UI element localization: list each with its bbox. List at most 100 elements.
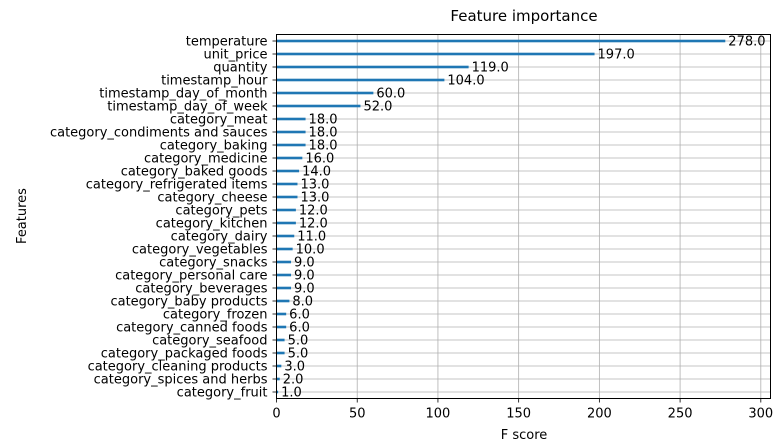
bars: [276, 39, 726, 394]
y-tick-label: timestamp_day_of_week: [107, 100, 268, 115]
bar: [276, 78, 445, 82]
bar: [276, 377, 280, 381]
y-axis-ticks: temperatureunit_pricequantitytimestamp_h…: [50, 35, 277, 401]
bar-value-label: 12.0: [299, 217, 328, 232]
bar: [276, 247, 293, 251]
bar: [276, 143, 306, 147]
bar-value-label: 3.0: [284, 360, 305, 375]
y-tick-label: category_baking: [160, 139, 268, 154]
bar-value-label: 10.0: [296, 243, 325, 258]
bar: [276, 156, 303, 160]
bar: [276, 325, 287, 329]
y-tick-label: category_cleaning products: [88, 360, 268, 375]
bar-value-label: 5.0: [288, 334, 309, 349]
y-tick-label: timestamp_hour: [161, 74, 268, 89]
bar: [276, 299, 290, 303]
bar: [276, 364, 282, 368]
x-tick-label: 50: [349, 407, 366, 422]
bar-value-label: 18.0: [309, 113, 338, 128]
bar-value-label: 13.0: [300, 191, 329, 206]
bar: [276, 312, 287, 316]
bar: [276, 338, 285, 342]
bar: [276, 273, 292, 277]
y-tick-label: category_seafood: [152, 334, 267, 349]
bar: [276, 234, 295, 238]
y-tick-label: unit_price: [203, 48, 267, 63]
y-tick-label: quantity: [213, 61, 268, 76]
bar: [276, 39, 726, 43]
chart-title: Feature importance: [450, 7, 597, 25]
bar-value-label: 11.0: [297, 230, 326, 245]
bar-value-label: 6.0: [289, 321, 310, 336]
value-labels: 278.0197.0119.0104.060.052.018.018.018.0…: [281, 35, 765, 401]
x-tick-label: 200: [587, 407, 612, 422]
x-axis-label: F score: [501, 428, 548, 441]
bar: [276, 91, 374, 95]
bar: [276, 286, 292, 290]
bar: [276, 221, 296, 225]
bar: [276, 104, 361, 108]
y-axis-label: Features: [15, 188, 30, 244]
bar-value-label: 9.0: [294, 269, 315, 284]
y-tick-label: category_baby products: [110, 295, 267, 310]
y-tick-label: category_vegetables: [132, 243, 268, 258]
bar-value-label: 18.0: [309, 139, 338, 154]
x-tick-label: 0: [272, 407, 280, 422]
bar-value-label: 104.0: [447, 74, 484, 89]
plot-area-frame: [276, 34, 771, 399]
y-tick-label: category_dairy: [171, 230, 268, 245]
bar-value-label: 5.0: [288, 347, 309, 362]
y-tick-label: category_spices and herbs: [94, 373, 268, 388]
x-axis-ticks: 0 50 100 150 200 250 300: [272, 398, 773, 422]
y-tick-label: category_fruit: [177, 386, 268, 401]
bar-value-label: 9.0: [294, 282, 315, 297]
bar-value-label: 9.0: [294, 256, 315, 271]
bar: [276, 351, 285, 355]
bar-value-label: 6.0: [289, 308, 310, 323]
y-tick-label: category_refrigerated items: [86, 178, 268, 193]
bar-value-label: 1.0: [281, 386, 302, 401]
y-tick-label: category_kitchen: [156, 217, 268, 232]
bar: [276, 390, 279, 394]
y-tick-label: category_meat: [170, 113, 268, 128]
y-tick-label: category_condiments and sauces: [50, 126, 268, 141]
bar-value-label: 278.0: [728, 35, 765, 50]
y-tick-label: category_frozen: [163, 308, 268, 323]
bar: [276, 260, 292, 264]
x-tick-label: 300: [748, 407, 773, 422]
y-tick-label: category_canned foods: [116, 321, 268, 336]
bar-value-label: 52.0: [363, 100, 392, 115]
y-tick-label: category_beverages: [135, 282, 267, 297]
y-tick-label: category_baked goods: [121, 165, 268, 180]
y-tick-label: category_medicine: [144, 152, 267, 167]
bar-value-label: 8.0: [292, 295, 313, 310]
x-tick-label: 150: [506, 407, 531, 422]
bar: [276, 195, 298, 199]
bar-value-label: 60.0: [376, 87, 405, 102]
bar: [276, 65, 469, 69]
bar: [276, 117, 306, 121]
y-tick-label: category_pets: [175, 204, 267, 219]
bar-value-label: 16.0: [305, 152, 334, 167]
bar: [276, 182, 298, 186]
y-tick-label: temperature: [186, 35, 268, 50]
bar: [276, 208, 296, 212]
bar: [276, 169, 300, 173]
bar: [276, 130, 306, 134]
y-tick-label: timestamp_day_of_month: [99, 87, 267, 102]
bar-value-label: 2.0: [283, 373, 304, 388]
y-tick-label: category_packaged foods: [101, 347, 268, 362]
x-tick-label: 250: [668, 407, 693, 422]
y-tick-label: category_personal care: [115, 269, 267, 284]
y-tick-label: category_snacks: [159, 256, 268, 271]
bar-value-label: 14.0: [302, 165, 331, 180]
bar-value-label: 12.0: [299, 204, 328, 219]
bar-value-label: 18.0: [309, 126, 338, 141]
bar-value-label: 13.0: [300, 178, 329, 193]
y-tick-label: category_cheese: [157, 191, 267, 206]
x-tick-label: 100: [426, 407, 451, 422]
bar-value-label: 197.0: [598, 48, 635, 63]
bar: [276, 52, 595, 56]
bar-value-label: 119.0: [472, 61, 509, 76]
